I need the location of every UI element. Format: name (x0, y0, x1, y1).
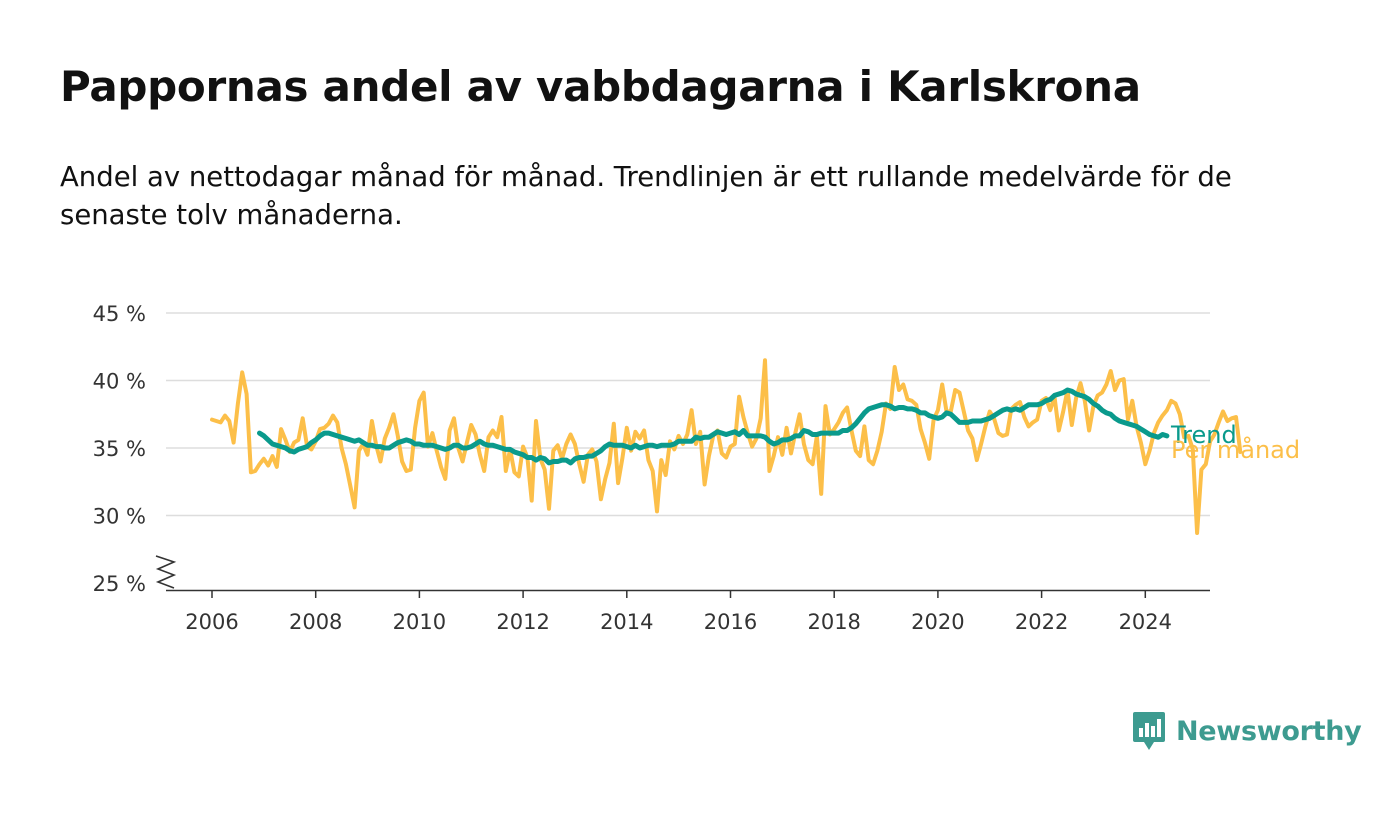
x-tick-label-2008: 2008 (289, 610, 342, 634)
gridlines (166, 312, 1210, 517)
brand-name: Newsworthy (1176, 715, 1362, 747)
monthly-series-points (211, 360, 1241, 534)
series-layer (210, 358, 1243, 535)
trend-series-points (259, 389, 1167, 463)
x-tick-label-2012: 2012 (496, 610, 549, 634)
y-tick-label-45: 45 % (93, 302, 146, 326)
x-tick-label-2006: 2006 (185, 610, 238, 634)
y-tick-label-30: 30 % (93, 505, 146, 529)
x-tick-label-2020: 2020 (911, 610, 964, 634)
y-tick-label-40: 40 % (93, 370, 146, 394)
chart-subtitle: Andel av nettodagar månad för månad. Tre… (60, 161, 1232, 231)
chart-title: Pappornas andel av vabbdagarna i Karlskr… (60, 62, 1141, 111)
x-tick-label-2010: 2010 (393, 610, 446, 634)
x-axis: 2006 2008 2010 2012 2014 2016 2018 2020 2022 2024 (185, 590, 1172, 634)
monthly-series-label: Per månad (1171, 435, 1300, 464)
y-axis: 45 % 40 % 35 % 30 % 25 % (93, 302, 146, 596)
x-tick-label-2024: 2024 (1119, 610, 1172, 634)
x-tick-label-2016: 2016 (704, 610, 757, 634)
newsworthy-logo: Newsworthy (1132, 708, 1362, 754)
axis-break-icon (155, 555, 177, 589)
trend-series-label: Trend (1170, 421, 1237, 449)
y-tick-label-25: 25 % (93, 572, 146, 596)
newsworthy-logo-icon (1133, 712, 1165, 750)
x-tick-label-2022: 2022 (1015, 610, 1068, 634)
x-tick-label-2014: 2014 (600, 610, 653, 634)
x-tick-label-2018: 2018 (807, 610, 860, 634)
y-tick-label-35: 35 % (93, 437, 146, 461)
